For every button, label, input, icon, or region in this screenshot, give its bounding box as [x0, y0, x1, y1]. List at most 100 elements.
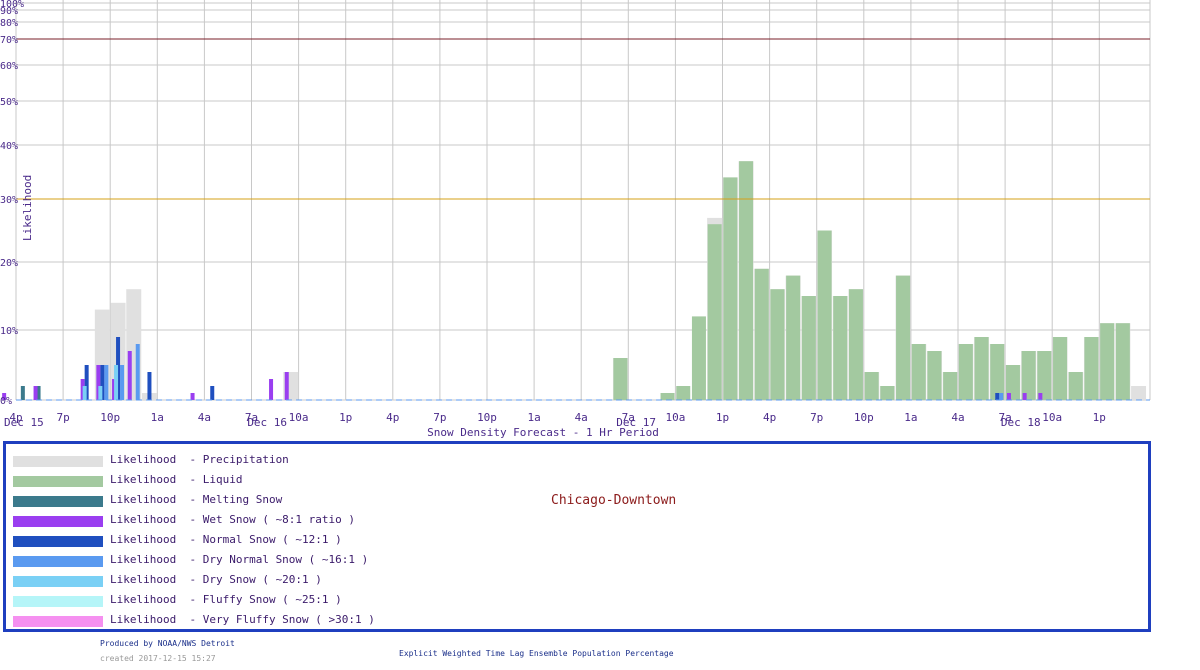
bar-wet [1022, 393, 1027, 400]
bar-normal [100, 365, 105, 400]
x-tick-label: 10a [1042, 411, 1062, 424]
bar-normal [147, 372, 152, 400]
bar-wet [1038, 393, 1043, 400]
legend-label: Likelihood - Fluffy Snow ( ~25:1 ) [110, 593, 342, 606]
bar-wet [2, 393, 7, 400]
x-tick-label: 7a [998, 411, 1011, 424]
legend-label: Likelihood - Precipitation [110, 453, 289, 466]
bar-liquid [1005, 365, 1020, 400]
bar-dry [82, 386, 87, 400]
x-tick-label: 10a [289, 411, 309, 424]
x-tick-label: 4a [575, 411, 588, 424]
x-tick-label: 7p [433, 411, 446, 424]
x-tick-label: 7a [622, 411, 635, 424]
bar-liquid [1068, 372, 1083, 400]
x-tick-label: 10p [854, 411, 874, 424]
y-tick-label: 0% [0, 396, 12, 407]
bar-liquid [613, 358, 628, 400]
bar-normal [995, 393, 1000, 400]
bar-liquid [660, 393, 675, 400]
legend-label: Likelihood - Wet Snow ( ~8:1 ratio ) [110, 513, 356, 526]
bar-melting [20, 386, 25, 400]
bar-wet [33, 386, 38, 400]
y-tick-label: 20% [0, 258, 18, 269]
station-name: Chicago-Downtown [551, 493, 677, 508]
y-tick-label: 70% [0, 35, 18, 46]
x-tick-label: 4a [198, 411, 211, 424]
day-label: Dec 15 [4, 416, 44, 429]
x-tick-label: 1p [339, 411, 352, 424]
bar-liquid [770, 289, 785, 400]
x-tick-label: 1p [1093, 411, 1106, 424]
x-tick-label: 1a [904, 411, 917, 424]
x-tick-label: 1a [527, 411, 540, 424]
x-tick-label: 1p [716, 411, 729, 424]
bar-liquid [943, 372, 958, 400]
legend-label: Likelihood - Very Fluffy Snow ( >30:1 ) [110, 613, 375, 626]
bar-liquid [958, 344, 973, 400]
bar-liquid [833, 296, 848, 400]
bar-dry [999, 393, 1004, 400]
bar-dry [104, 365, 109, 400]
bar-liquid [896, 275, 911, 400]
bar-wet [1006, 393, 1011, 400]
created-timestamp: created 2017-12-15 15:27 [100, 654, 216, 663]
y-tick-label: 50% [0, 97, 18, 108]
x-tick-label: 4p [9, 411, 22, 424]
legend-item: Likelihood - Dry Normal Snow ( ~16:1 ) [13, 553, 433, 569]
x-axis-label: Snow Density Forecast - 1 Hr Period [427, 426, 659, 439]
legend-swatch [13, 596, 103, 607]
bar-wet [284, 372, 289, 400]
day-label: Dec 16 [247, 416, 287, 429]
y-tick-label: 10% [0, 326, 18, 337]
legend-item: Likelihood - Precipitation [13, 453, 433, 469]
x-tick-label: 10a [665, 411, 685, 424]
bar-liquid [817, 230, 832, 400]
y-tick-label: 80% [0, 18, 18, 29]
legend-swatch [13, 496, 103, 507]
produced-by-text: Produced by NOAA/NWS Detroit [100, 639, 235, 648]
y-tick-label: 40% [0, 141, 18, 152]
bar-liquid [707, 224, 722, 400]
bar-liquid [1100, 323, 1115, 400]
day-label: Dec 18 [1001, 416, 1041, 429]
legend-item: Likelihood - Very Fluffy Snow ( >30:1 ) [13, 613, 433, 629]
bar-liquid [1037, 351, 1052, 400]
x-tick-label: 1a [151, 411, 164, 424]
chart-plot: 0% 10% 20% 30% 40% 50% 60% 70% 80%90%100% Likelih… [0, 0, 1151, 439]
legend-swatch [13, 616, 103, 627]
x-tick-label: 10p [477, 411, 497, 424]
legend-label: Likelihood - Melting Snow [110, 493, 283, 506]
x-tick-label: 4p [763, 411, 776, 424]
legend-item: Likelihood - Liquid [13, 473, 433, 489]
legend-item: Likelihood - Wet Snow ( ~8:1 ratio ) [13, 513, 433, 529]
x-tick-label: 4p [386, 411, 399, 424]
x-tick-label: 7a [245, 411, 258, 424]
bar-normal [210, 386, 215, 400]
bar-liquid [990, 344, 1005, 400]
y-tick-label: 100% [0, 0, 24, 10]
bar-liquid [801, 296, 816, 400]
bar-liquid [927, 351, 942, 400]
bar-liquid [754, 268, 769, 400]
y-tick-label: 60% [0, 61, 18, 72]
method-caption: Explicit Weighted Time Lag Ensemble Popu… [399, 649, 674, 658]
legend-label: Likelihood - Normal Snow ( ~12:1 ) [110, 533, 342, 546]
legend-swatch [13, 456, 103, 467]
bar-liquid [880, 386, 895, 400]
legend-item: Likelihood - Melting Snow [13, 493, 433, 509]
bar-wet [190, 393, 195, 400]
x-tick-label: 7p [56, 411, 69, 424]
legend-swatch [13, 516, 103, 527]
legend-box: Likelihood - Precipitation Likelihood - L… [3, 441, 1151, 632]
bar-precipitation [1131, 386, 1147, 400]
legend-item: Likelihood - Normal Snow ( ~12:1 ) [13, 533, 433, 549]
bar-liquid [848, 289, 863, 400]
legend-item: Likelihood - Fluffy Snow ( ~25:1 ) [13, 593, 433, 609]
bar-liquid [1084, 337, 1099, 400]
legend-swatch [13, 476, 103, 487]
bar-liquid [676, 386, 691, 400]
bar-liquid [974, 337, 989, 400]
x-tick-label: 4a [951, 411, 964, 424]
plot-area [16, 0, 1150, 400]
